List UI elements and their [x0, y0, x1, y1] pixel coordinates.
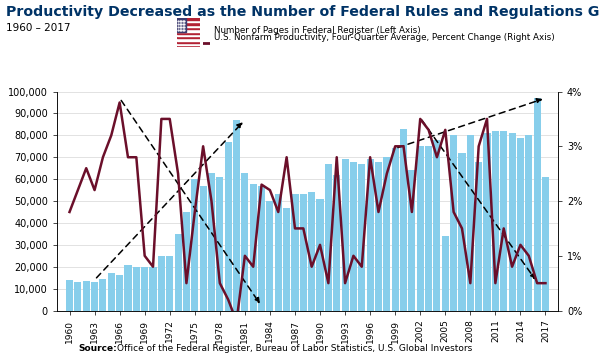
Bar — [224, 142, 232, 311]
Bar — [425, 146, 432, 311]
Bar — [492, 131, 499, 311]
Bar — [241, 173, 248, 311]
Bar — [509, 133, 515, 311]
Bar — [177, 43, 200, 45]
Bar — [175, 234, 182, 311]
Bar — [108, 273, 115, 311]
Bar — [533, 98, 541, 311]
Bar — [383, 157, 391, 311]
Bar — [484, 133, 491, 311]
Bar — [116, 275, 123, 311]
Bar — [149, 267, 157, 311]
Bar — [177, 41, 200, 43]
Bar — [300, 195, 307, 311]
Bar — [325, 164, 332, 311]
Bar — [350, 162, 357, 311]
Bar — [177, 36, 200, 38]
Bar — [124, 265, 131, 311]
Bar — [177, 20, 200, 23]
Bar — [367, 159, 374, 311]
Text: Productivity Decreased as the Number of Federal Rules and Regulations Grew: Productivity Decreased as the Number of … — [6, 5, 600, 19]
Bar — [200, 186, 206, 311]
Bar — [475, 162, 482, 311]
Bar — [392, 149, 399, 311]
Bar — [177, 18, 185, 32]
Bar — [316, 199, 323, 311]
Bar — [233, 120, 240, 311]
Bar — [467, 135, 474, 311]
Bar — [450, 135, 457, 311]
Bar — [250, 183, 257, 311]
Text: 1960 – 2017: 1960 – 2017 — [6, 23, 71, 33]
Bar — [433, 140, 440, 311]
Bar — [308, 192, 315, 311]
Bar — [258, 186, 265, 311]
Bar — [266, 201, 274, 311]
Bar — [183, 212, 190, 311]
Bar — [133, 267, 140, 311]
Bar — [177, 23, 200, 25]
Bar — [216, 177, 223, 311]
Bar — [177, 45, 200, 47]
Bar — [442, 236, 449, 311]
Text: Office of the Federal Register, Bureau of Labor Statistics, U.S. Global Investor: Office of the Federal Register, Bureau o… — [117, 344, 472, 353]
Bar — [177, 25, 200, 27]
Bar — [416, 146, 424, 311]
Bar — [91, 282, 98, 311]
Bar — [358, 164, 365, 311]
Bar — [66, 280, 73, 311]
Bar — [74, 282, 82, 311]
Text: Number of Pages in Federal Register (Left Axis): Number of Pages in Federal Register (Lef… — [214, 26, 421, 35]
Bar — [177, 38, 200, 41]
Bar — [517, 137, 524, 311]
Bar — [158, 256, 165, 311]
Bar — [177, 18, 200, 20]
Bar — [177, 29, 200, 32]
Bar — [83, 281, 90, 311]
Text: U.S. Nonfarm Productivity, Four-Quarter Average, Percent Change (Right Axis): U.S. Nonfarm Productivity, Four-Quarter … — [214, 33, 554, 42]
Bar — [275, 195, 282, 311]
Text: Source:: Source: — [78, 344, 117, 353]
Bar — [500, 131, 507, 311]
Bar — [141, 267, 148, 311]
Bar — [400, 129, 407, 311]
Bar — [208, 173, 215, 311]
Bar — [375, 162, 382, 311]
Bar — [333, 175, 340, 311]
Bar — [409, 171, 415, 311]
Bar — [292, 195, 299, 311]
Bar — [283, 208, 290, 311]
Bar — [177, 32, 200, 34]
Bar — [166, 256, 173, 311]
Bar — [100, 279, 106, 311]
Bar — [542, 177, 549, 311]
Bar — [458, 153, 466, 311]
Bar — [177, 27, 200, 29]
Bar — [525, 135, 532, 311]
Bar — [191, 179, 199, 311]
Bar — [177, 34, 200, 36]
Bar — [341, 159, 349, 311]
